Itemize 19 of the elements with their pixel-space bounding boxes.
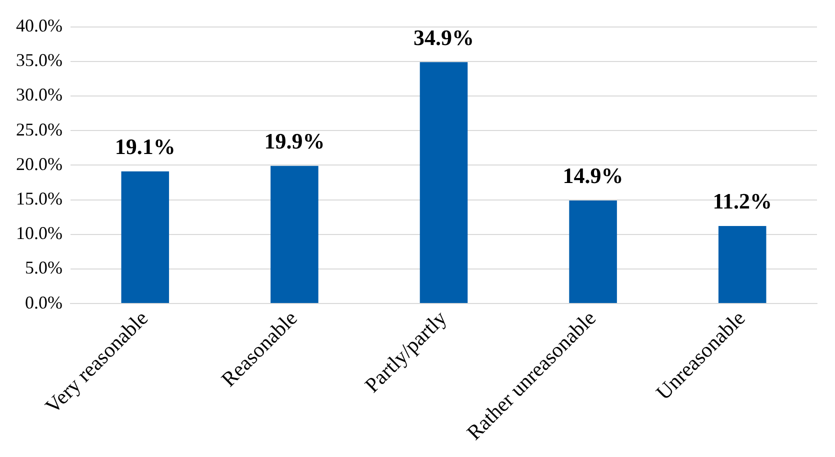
bar bbox=[121, 171, 170, 304]
y-tick-label: 5.0% bbox=[24, 258, 62, 278]
data-label: 19.1% bbox=[114, 134, 176, 160]
y-tick-label: 10.0% bbox=[16, 223, 62, 244]
y-tick-label: 25.0% bbox=[16, 119, 62, 140]
data-label: 14.9% bbox=[562, 163, 624, 188]
y-tick-label: 0.0% bbox=[24, 292, 62, 312]
bar bbox=[569, 200, 617, 304]
bar bbox=[420, 62, 468, 304]
y-tick-label: 15.0% bbox=[16, 188, 62, 209]
data-label: 11.2% bbox=[712, 188, 772, 214]
y-tick-label: 30.0% bbox=[16, 84, 62, 105]
y-tick-label: 35.0% bbox=[16, 50, 62, 70]
bar bbox=[270, 166, 318, 304]
y-tick-label: 40.0% bbox=[16, 16, 62, 36]
data-label: 34.9% bbox=[413, 24, 474, 50]
data-label: 19.9% bbox=[264, 128, 325, 154]
y-tick-label: 20.0% bbox=[16, 154, 62, 174]
bar bbox=[718, 226, 766, 304]
